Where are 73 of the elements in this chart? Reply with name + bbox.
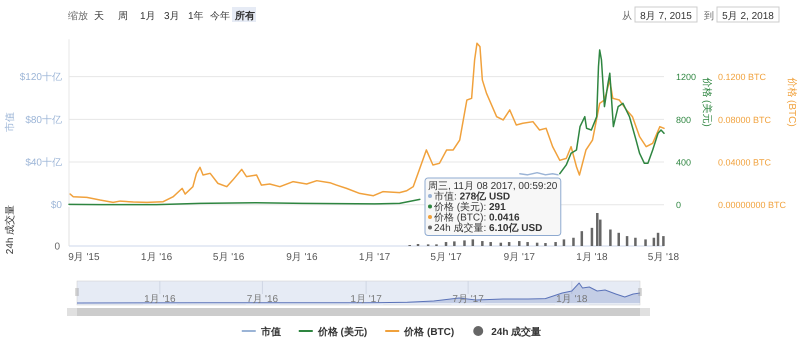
y3-tick-label: 0.08000 BTC [718, 114, 772, 125]
text: 天 [94, 11, 104, 22]
bar [609, 230, 612, 246]
y-tick-label: $120十亿 [20, 71, 62, 84]
bar [662, 236, 665, 246]
bar [472, 239, 474, 246]
text: 从 [622, 10, 632, 22]
y-tick-label: $40十亿 [25, 156, 62, 169]
text: 1年 [188, 10, 204, 22]
x-tick-label: 5月 '17 [430, 252, 462, 263]
text: 周 [118, 11, 128, 22]
y2-tick-label: 400 [676, 158, 692, 168]
text: 8月 7, 2015 [640, 11, 692, 22]
x-tick-label: 5月 '18 [648, 252, 680, 263]
y-axis-title: 24h 成交量 [4, 204, 16, 254]
x-tick-label: 9月 '17 [504, 252, 536, 263]
bar [489, 242, 492, 246]
bar [626, 236, 628, 246]
y3-tick-label: 0.1200 BTC [718, 72, 767, 82]
x-tick-label: 1月 '18 [576, 252, 608, 263]
text: 所有 [234, 10, 255, 22]
x-tick-label: 1月 '17 [358, 252, 391, 263]
x-tick-label: 9月 '15 [68, 252, 100, 263]
bar [652, 238, 656, 246]
bar [463, 240, 466, 246]
bar [596, 213, 599, 246]
bar [444, 242, 448, 246]
y2-axis-title: 价格 (美元) [701, 76, 713, 127]
x-tick-label: 5月 '16 [212, 252, 245, 263]
annotation: 价格 (BTC): 0.0416 [433, 212, 520, 224]
bar [481, 241, 484, 246]
x-tick-label: 9月 '16 [286, 252, 318, 263]
bar [656, 232, 660, 246]
text: 0 [54, 242, 60, 252]
text: 3月 [164, 11, 180, 22]
bar [500, 242, 502, 246]
bar [590, 228, 594, 246]
bar [572, 238, 575, 246]
bar [644, 239, 647, 246]
y-axis-title: 市值 [4, 112, 16, 132]
y-tick-label: $80十亿 [25, 114, 62, 126]
text: 1月 [140, 11, 156, 22]
bar [453, 241, 456, 246]
annotation: 价格 (美元): 291 [433, 201, 506, 213]
text: 5月 2, 2018 [722, 11, 774, 22]
bar [554, 242, 557, 246]
text: 到 [704, 11, 714, 22]
y2-tick-label: 1200 [676, 72, 696, 82]
bar [634, 238, 637, 246]
bar [536, 242, 538, 246]
text: 缩放 [68, 10, 88, 22]
bar [562, 239, 566, 246]
bar [518, 241, 521, 246]
legend-label: 市值 [260, 326, 281, 338]
y3-tick-label: 0.00000000 BTC [718, 200, 787, 210]
y3-tick-label: 0.04000 BTC [718, 158, 772, 168]
annotation: 24h 成交量: 6.10亿 USD [434, 222, 542, 234]
bar [544, 243, 547, 246]
bar [508, 242, 510, 246]
legend-label: 价格 (美元) [316, 326, 368, 338]
annotation: 周三, 11月 08 2017, 00:59:20 [428, 181, 558, 192]
bar [617, 232, 620, 246]
x-tick-label: 1月 '16 [140, 252, 173, 263]
legend-label: 24h 成交量 [491, 326, 542, 338]
text: 今年 [210, 10, 230, 22]
y2-tick-label: 800 [676, 114, 692, 125]
y-tick-label: $0 [50, 200, 62, 212]
bar [526, 242, 529, 246]
y2-tick-label: 0 [676, 200, 682, 210]
legend-label: 价格 (BTC) [403, 326, 454, 338]
y3-axis-title: 价格 (BTC) [786, 76, 798, 127]
annotation: 市值: 278亿 USD [434, 190, 510, 202]
bar [580, 231, 584, 246]
